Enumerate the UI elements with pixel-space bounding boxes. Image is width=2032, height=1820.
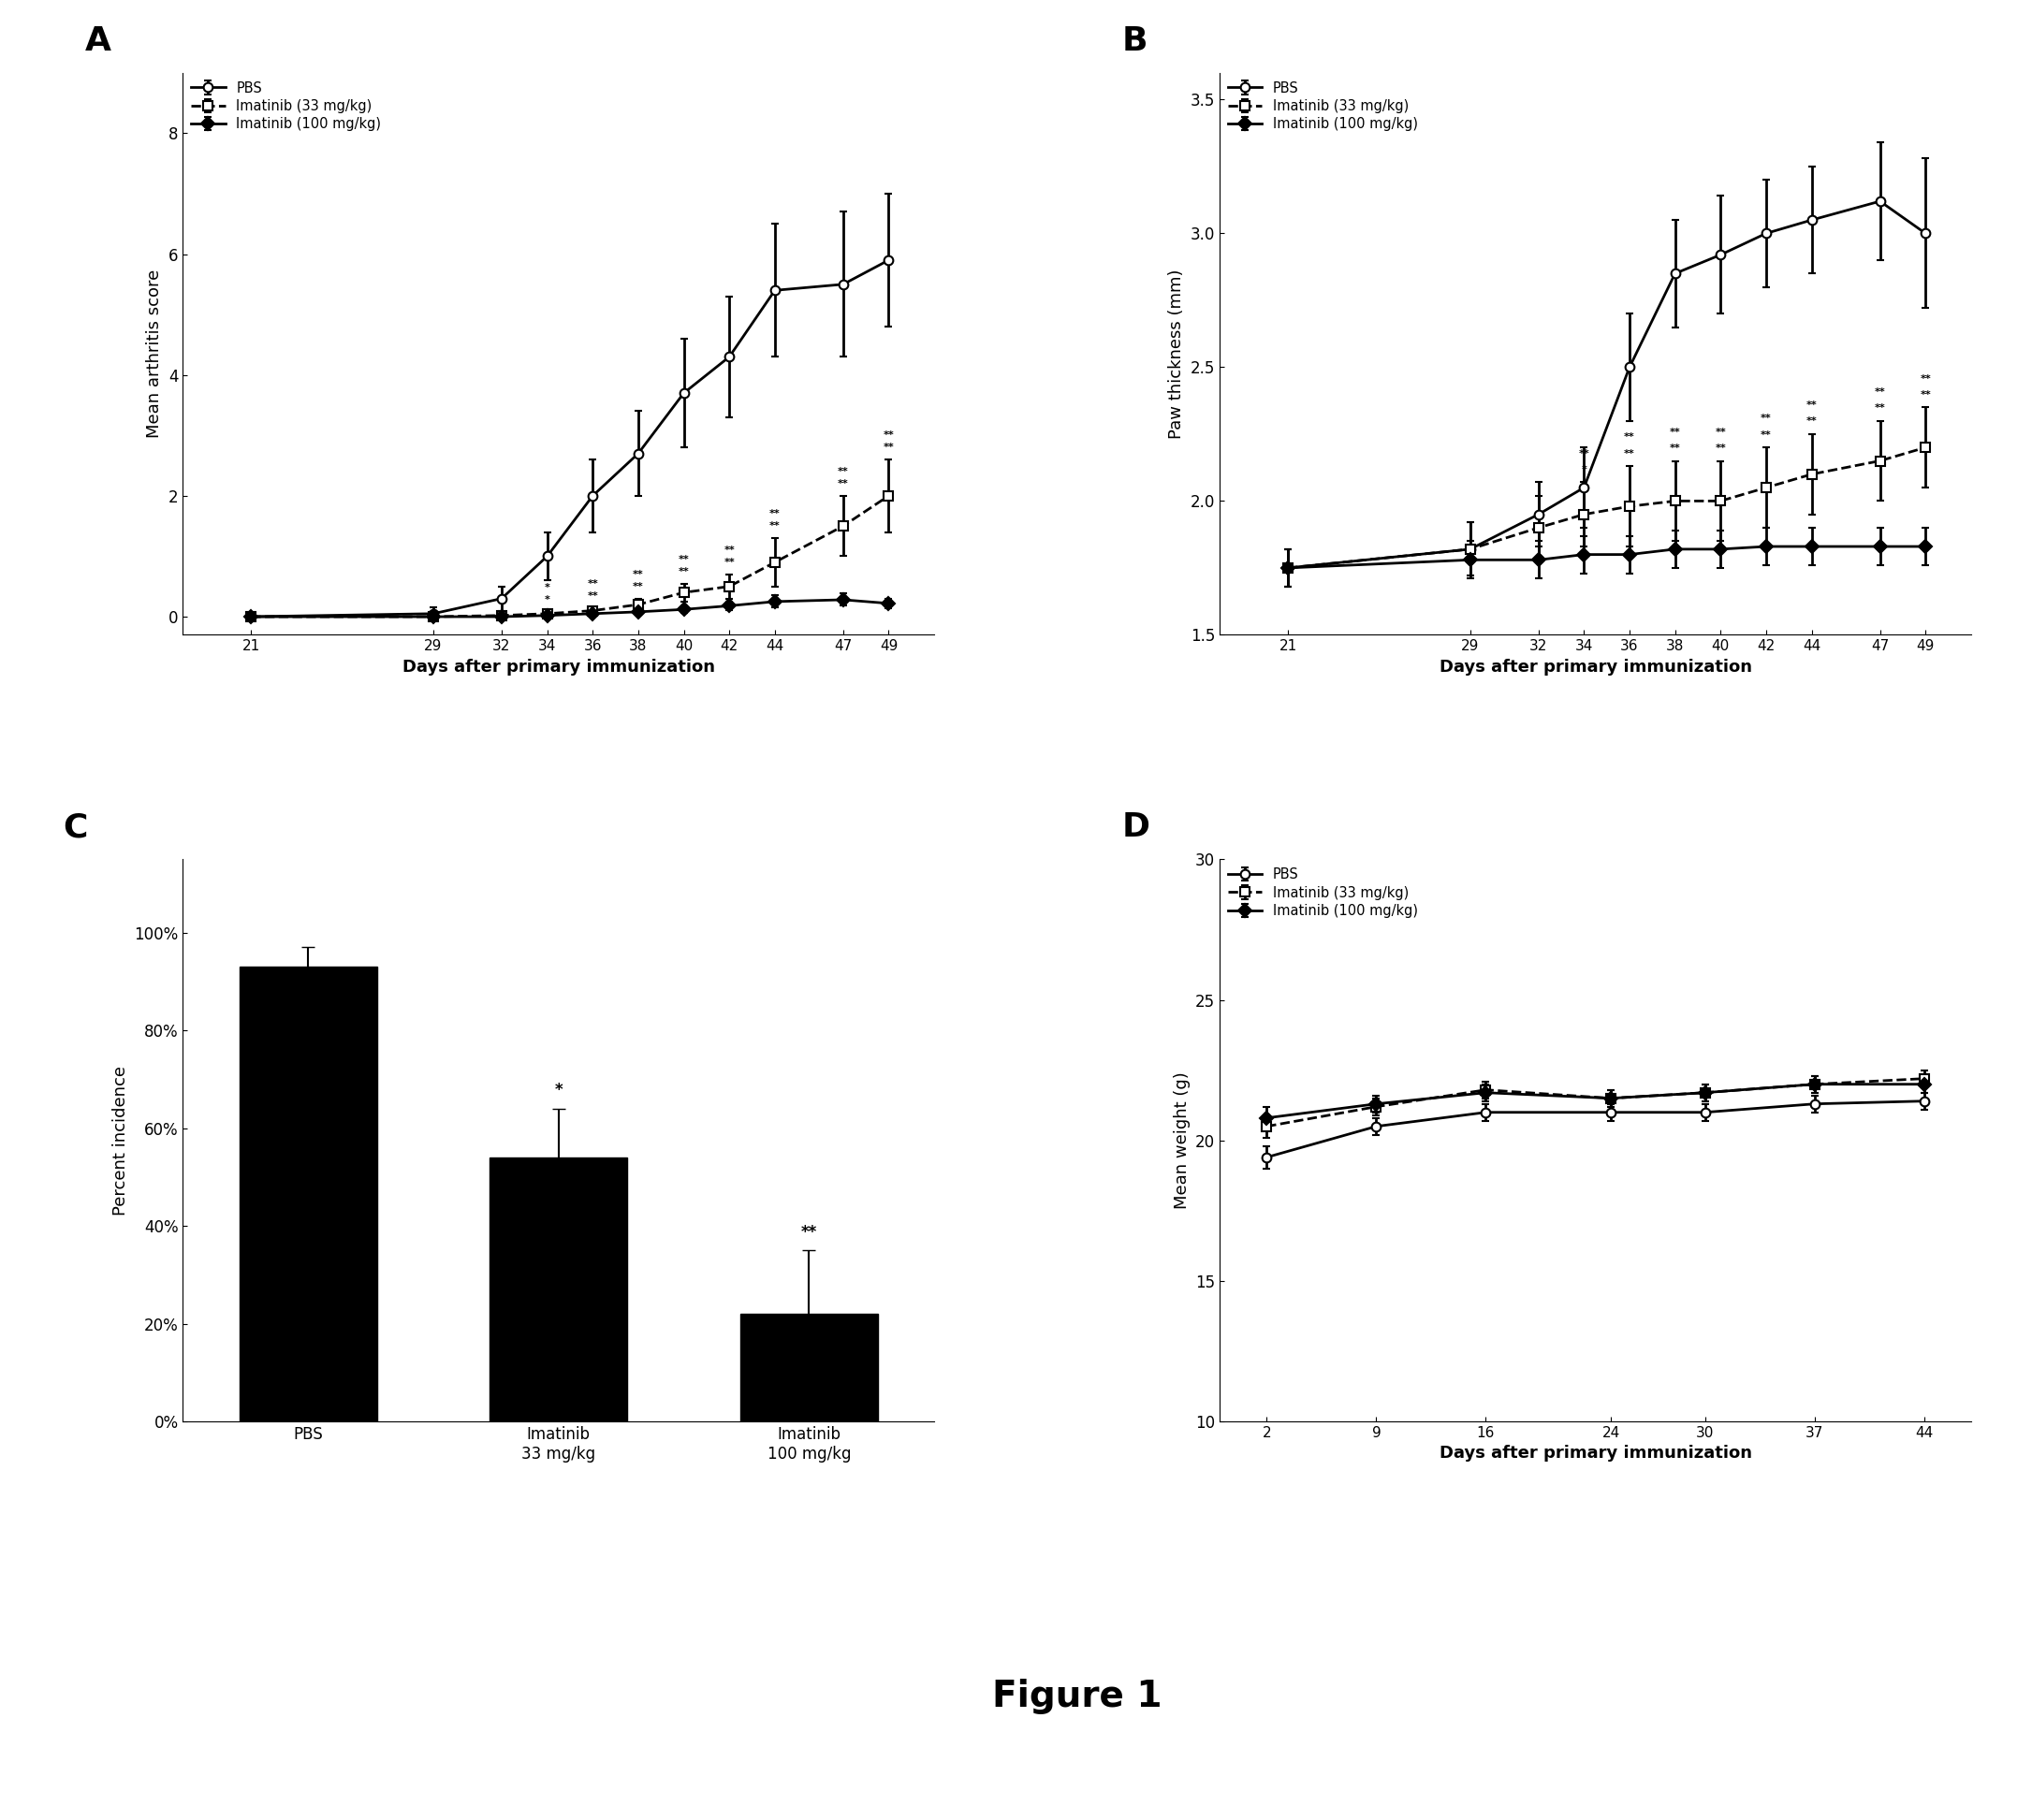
X-axis label: Days after primary immunization: Days after primary immunization [1439,659,1752,675]
Legend: PBS, Imatinib (33 mg/kg), Imatinib (100 mg/kg): PBS, Imatinib (33 mg/kg), Imatinib (100 … [185,75,386,136]
Text: **: ** [1760,413,1772,424]
Text: **: ** [587,579,597,588]
Text: **: ** [1760,430,1772,439]
Legend: PBS, Imatinib (33 mg/kg), Imatinib (100 mg/kg): PBS, Imatinib (33 mg/kg), Imatinib (100 … [1223,863,1424,923]
Text: **: ** [587,592,597,601]
Text: **: ** [1715,444,1725,453]
Legend: PBS, Imatinib (33 mg/kg), Imatinib (100 mg/kg): PBS, Imatinib (33 mg/kg), Imatinib (100 … [1223,75,1424,136]
Text: **: ** [770,510,780,519]
X-axis label: Days after primary immunization: Days after primary immunization [402,659,715,675]
Bar [740,1314,878,1421]
Text: C: C [63,812,87,843]
Text: **: ** [632,570,644,579]
Text: **: ** [723,557,736,568]
Text: **: ** [884,442,894,453]
Text: A: A [85,25,112,56]
Bar [490,1158,628,1421]
Text: *: * [555,1083,563,1099]
Text: B: B [1122,25,1148,56]
X-axis label: Days after primary immunization: Days after primary immunization [1439,1445,1752,1461]
Text: **: ** [1670,444,1680,453]
Y-axis label: Percent incidence: Percent incidence [112,1065,128,1216]
Text: **: ** [837,468,849,477]
Text: **: ** [1920,389,1930,399]
Text: **: ** [1624,433,1636,442]
Y-axis label: Paw thickness (mm): Paw thickness (mm) [1168,269,1185,439]
Text: **: ** [679,555,689,564]
Text: **: ** [884,431,894,440]
Text: **: ** [1670,428,1680,437]
Text: **: ** [1715,428,1725,437]
Text: **: ** [770,522,780,531]
Text: **: ** [801,1223,817,1241]
Text: *: * [545,582,551,593]
Text: **: ** [1624,450,1636,459]
Text: *: * [545,595,551,604]
Text: Figure 1: Figure 1 [992,1678,1162,1714]
Text: **: ** [1874,388,1886,397]
Text: D: D [1122,812,1150,843]
Text: **: ** [1806,417,1817,426]
Text: *: * [1581,464,1587,475]
Text: **: ** [679,566,689,577]
Text: **: ** [723,546,736,555]
Text: **: ** [632,582,644,592]
Y-axis label: Mean arthritis score: Mean arthritis score [146,269,163,439]
Text: **: ** [1579,450,1589,459]
Text: **: ** [837,479,849,488]
Bar [240,966,378,1421]
Text: **: ** [1806,400,1817,410]
Y-axis label: Mean weight (g): Mean weight (g) [1172,1072,1191,1208]
Text: **: ** [1920,373,1930,384]
Text: **: ** [1874,404,1886,413]
